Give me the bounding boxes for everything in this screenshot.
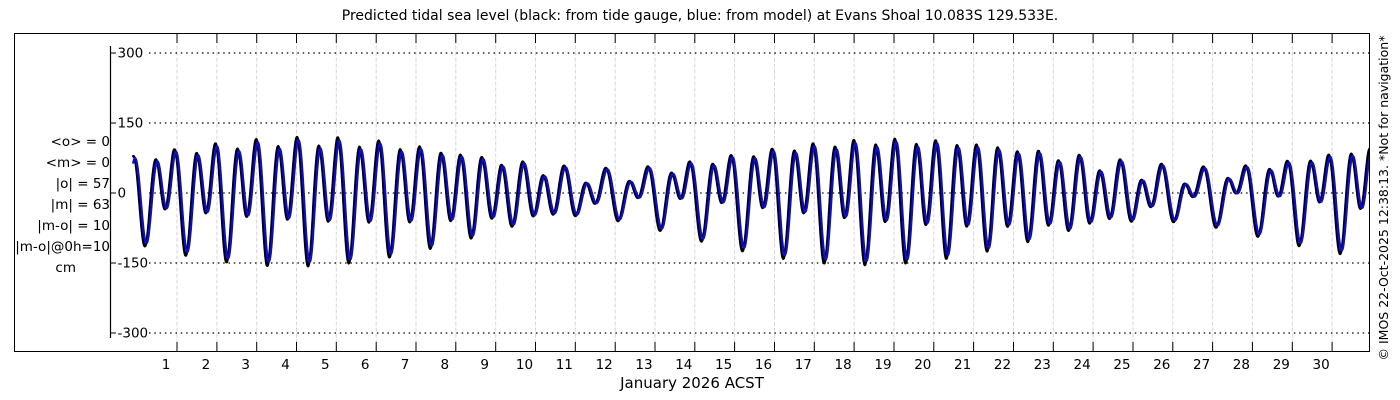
x-tick-label: 7	[401, 357, 410, 373]
x-tick-label: 15	[715, 357, 732, 373]
x-tick-label: 13	[635, 357, 652, 373]
y-tick-label: -150	[118, 256, 149, 272]
stats-panel: <o> = 0 <m> = 0 |o| = 57 |m| = 63 |m-o| …	[14, 132, 110, 279]
x-tick-label: 8	[441, 357, 450, 373]
stat-line-mo-0h: |m-o|@0h=10	[15, 239, 110, 255]
stat-line-o-mean: <o> = 0	[50, 134, 110, 150]
y-tick-label: 300	[118, 46, 144, 62]
stat-line-m-mean: <m> = 0	[45, 155, 110, 171]
x-tick-label: 25	[1113, 357, 1130, 373]
copyright-watermark: © IMOS 22-Oct-2025 12:38:13. *Not for na…	[1376, 35, 1391, 361]
x-tick-label: 21	[954, 357, 971, 373]
chart-title: Predicted tidal sea level (black: from t…	[341, 8, 1059, 24]
x-tick-label: 22	[994, 357, 1011, 373]
x-tick-label: 26	[1153, 357, 1170, 373]
x-tick-label: 16	[755, 357, 772, 373]
x-tick-label: 20	[914, 357, 931, 373]
x-tick-label: 10	[516, 357, 533, 373]
stat-line-units: cm	[55, 260, 76, 276]
x-tick-label: 19	[874, 357, 891, 373]
x-tick-label: 12	[596, 357, 613, 373]
x-tick-label: 6	[361, 357, 370, 373]
stat-line-mo-abs: |m-o| = 10	[37, 218, 110, 234]
x-tick-label: 4	[281, 357, 290, 373]
x-tick-label: 5	[321, 357, 330, 373]
x-tick-label: 18	[835, 357, 852, 373]
model-curve	[132, 139, 1369, 264]
x-tick-label: 9	[480, 357, 489, 373]
y-tick-label: 0	[118, 186, 127, 202]
x-tick-label: 2	[202, 357, 211, 373]
y-tick-label: -300	[118, 326, 149, 342]
x-tick-label: 11	[556, 357, 573, 373]
x-tick-label: 27	[1193, 357, 1210, 373]
x-axis-title: January 2026 ACST	[620, 374, 764, 392]
x-tick-label: 1	[162, 357, 171, 373]
x-tick-label: 24	[1074, 357, 1091, 373]
stat-line-m-abs: |m| = 63	[50, 197, 110, 213]
x-tick-label: 30	[1313, 357, 1330, 373]
x-tick-label: 28	[1233, 357, 1250, 373]
y-tick-label: 150	[118, 116, 144, 132]
plot-frame	[14, 33, 1370, 352]
stat-line-o-abs: |o| = 57	[55, 176, 110, 192]
x-tick-label: 29	[1273, 357, 1290, 373]
x-tick-label: 23	[1034, 357, 1051, 373]
x-tick-label: 3	[241, 357, 250, 373]
x-tick-label: 14	[675, 357, 692, 373]
x-tick-label: 17	[795, 357, 812, 373]
